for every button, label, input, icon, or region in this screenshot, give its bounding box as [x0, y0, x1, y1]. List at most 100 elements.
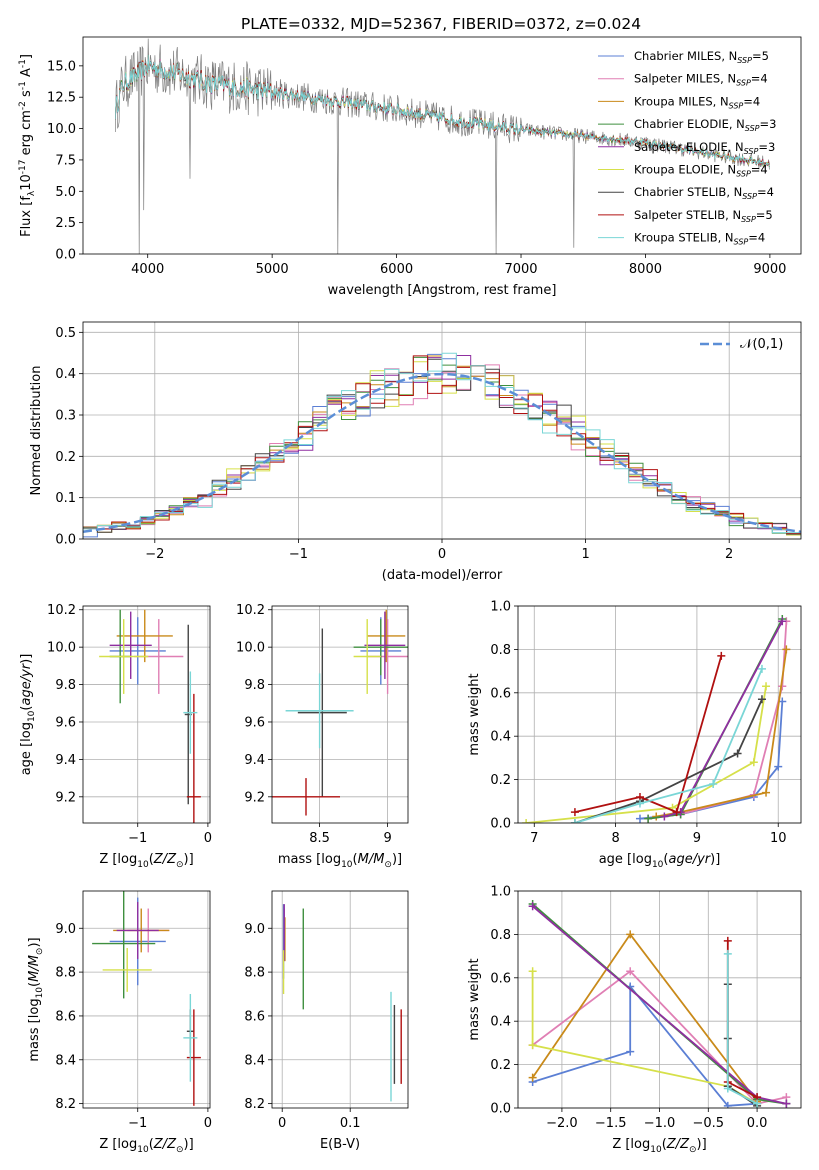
gaussian-curve [83, 372, 801, 534]
weight-marker-salpeter-stelib [672, 808, 681, 817]
y-axis-label: age [log10​(age/yr)] [19, 654, 37, 776]
x-tick-label: 0 [278, 1116, 286, 1131]
legend-label-suffix: =5 [756, 208, 773, 222]
x-tick-label: −2.0 [546, 1116, 578, 1131]
legend-label-text: Salpeter STELIB, N [634, 208, 741, 222]
label-part: ⊙ [176, 1145, 184, 1155]
legend-label-salpeter-elodie: Salpeter ELODIE, NSSP=3 [634, 140, 775, 156]
y-tick-label: 8.2 [244, 1097, 265, 1112]
label-part: mass [log [27, 998, 42, 1061]
label-part: )] [697, 1137, 707, 1152]
grid-mass-vs-EBV [272, 891, 408, 1108]
legend-label-suffix: =4 [743, 94, 760, 108]
label-part: -1 [18, 59, 28, 68]
x-tick-label: 9 [693, 831, 701, 846]
label-part: )] [710, 852, 720, 867]
weight-marker-kroupa-elodie [522, 819, 531, 823]
weight-line-kroupa-stelib [574, 668, 763, 823]
x-tick-label: 2 [725, 547, 733, 562]
weight-marker-chabrier-miles [774, 762, 783, 771]
legend-label-suffix: =4 [757, 185, 774, 199]
y-tick-label: 9.8 [55, 678, 76, 693]
weight-marker-salpeter-elodie [660, 812, 669, 821]
weight-marker-kroupa-stelib [753, 1099, 762, 1108]
legend-label-text: Chabrier MILES, N [634, 49, 737, 63]
weight-marker-kroupa-miles [762, 788, 771, 797]
y-axis-label: Normed distribution [29, 366, 44, 496]
axes-residuals: −2 −1 0 1 2 0.0 0.1 0.2 0.3 0.4 0.5 (data-model)/er… [29, 321, 802, 583]
y-tick-label: 9.4 [55, 753, 76, 768]
y-axis-label: Flux [fλ​10-17​ erg cm-2​ s-1​ A-1​] [18, 54, 37, 237]
x-tick-label: −1 [128, 831, 147, 846]
grid-mass-vs-Z [83, 891, 210, 1108]
y-tick-label: 8.2 [55, 1097, 76, 1112]
label-part: wavelength [Angstrom, rest frame] [328, 283, 557, 298]
weight-marker-chabrier-miles [626, 1047, 635, 1056]
weight-line-salpeter-stelib [574, 655, 723, 814]
y-tick-label: 0.6 [490, 971, 511, 986]
legend-label-sub: SSP [745, 124, 760, 133]
weight-marker-kroupa-miles [626, 930, 635, 939]
legend-label-kroupa-miles: Kroupa MILES, NSSP=4 [634, 94, 760, 110]
plot-area-spectrum [115, 38, 770, 254]
plot-area-mass-vs-Z [92, 891, 201, 1106]
label-part: ⊙ [35, 948, 45, 956]
y-tick-label: 0.5 [55, 326, 76, 341]
x-tick-label: 0.1 [340, 1116, 361, 1131]
axes-frame [517, 890, 802, 1109]
label-part: Z [log [99, 852, 137, 867]
label-part: age/yr [668, 852, 711, 867]
weight-marker-salpeter-elodie [782, 1099, 791, 1108]
y-axis-label: mass weight [467, 958, 482, 1040]
label-part: )] [19, 654, 34, 664]
x-tick-label: 0.0 [747, 1116, 768, 1131]
weight-line-kroupa-miles [656, 649, 788, 818]
label-part: s [19, 90, 34, 101]
plot-area-weight-vs-age [522, 615, 791, 823]
y-tick-label: 10.2 [236, 603, 265, 618]
y-tick-label: 7.5 [55, 153, 76, 168]
label-part: mass weight [467, 673, 482, 755]
label-part: -1 [18, 81, 28, 90]
y-tick-label: 0.3 [55, 409, 76, 424]
axes-age-vs-mass: 8.5 9 9.2 9.4 9.6 9.8 10.0 10.2 mass [log10​(M/M… [236, 603, 409, 870]
legend-label-chabrier-miles: Chabrier MILES, NSSP=5 [634, 49, 769, 65]
legend-label-suffix: =3 [758, 140, 775, 154]
legend-label-suffix: =5 [752, 49, 769, 63]
y-tick-label: 8.4 [55, 1053, 76, 1068]
axes-age-vs-Z: −1 0 9.2 9.4 9.6 9.8 10.0 10.2 Z [log10​(Z/Z⊙​)]… [19, 603, 212, 870]
legend-label-sub: SSP [737, 56, 752, 65]
y-tick-label: 9.6 [244, 715, 265, 730]
legend-label-salpeter-miles: Salpeter MILES, NSSP=4 [634, 72, 768, 88]
y-tick-label: 9.0 [55, 922, 76, 937]
axes-frame [82, 36, 802, 255]
y-tick-label: 0.1 [55, 491, 76, 506]
x-axis-label: wavelength [Angstrom, rest frame] [328, 283, 557, 298]
x-tick-label: 1 [581, 547, 589, 562]
label-part: 10 [137, 860, 149, 870]
weight-marker-chabrier-miles [635, 814, 644, 823]
legend-label-chabrier-stelib: Chabrier STELIB, NSSP=4 [634, 185, 774, 201]
legend-label-suffix: =4 [751, 163, 768, 177]
y-tick-label: 0.0 [55, 533, 76, 548]
x-axis-label: mass [log10​(M/M⊙​)] [278, 852, 402, 870]
label-part: E(B-V) [320, 1137, 360, 1152]
y-tick-label: 8.4 [244, 1053, 265, 1068]
y-tick-label: 10.0 [47, 122, 76, 137]
y-tick-label: 9.8 [244, 678, 265, 693]
label-part: ( [27, 982, 42, 987]
axes-frame [271, 605, 409, 824]
weight-marker-salpeter-stelib [723, 936, 732, 945]
x-tick-label: 7 [530, 831, 538, 846]
legend-label-text: Kroupa ELODIE, N [634, 163, 736, 177]
label-part: age [log [19, 722, 34, 775]
axes-frame [517, 605, 802, 824]
label-part: 10 [652, 860, 664, 870]
label-part: M/M [27, 955, 42, 982]
ticks-residuals: −2 −1 0 1 2 0.0 0.1 0.2 0.3 0.4 0.5 [55, 326, 733, 562]
ticks-age-vs-mass: 8.5 9 9.2 9.4 9.6 9.8 10.0 10.2 [236, 603, 392, 846]
y-tick-label: 10.0 [47, 641, 76, 656]
label-part: 10 [137, 1145, 149, 1155]
